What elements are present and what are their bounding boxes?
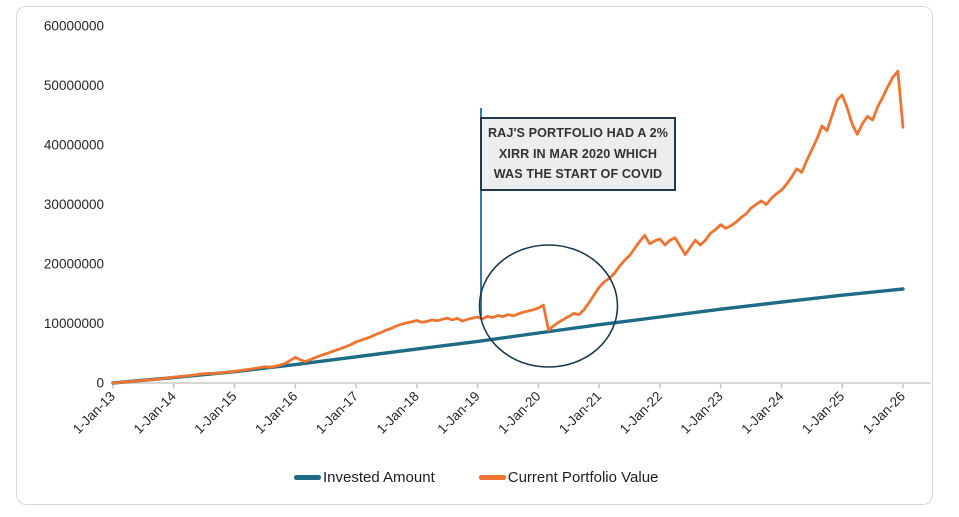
y-axis-tick-label: 10000000: [44, 316, 104, 331]
chart-card: [16, 6, 933, 505]
portfolio-line-swatch: [478, 475, 506, 480]
x-axis-tick-label: 1-Jan-17: [313, 389, 361, 437]
x-axis-tick-label: 1-Jan-15: [191, 389, 239, 437]
x-axis-tick-label: 1-Jan-25: [799, 389, 847, 437]
portfolio-legend-label: Current Portfolio Value: [507, 469, 659, 486]
invested-line-swatch: [294, 475, 321, 480]
y-axis-tick-label: 50000000: [44, 78, 104, 93]
x-axis-tick-label: 1-Jan-20: [495, 389, 543, 437]
x-axis-tick-label: 1-Jan-21: [556, 389, 604, 437]
x-axis-tick-label: 1-Jan-26: [860, 389, 908, 437]
axes-layer: 0 10000000 20000000 30000000 40000000 5000000…: [44, 19, 931, 437]
covid-annotation-box: RAJ'S PORTFOLIO HAD A 2% XIRR IN MAR 202…: [480, 117, 676, 191]
series-layer: [111, 69, 905, 385]
x-axis-tick-label: 1-Jan-14: [131, 388, 180, 437]
chart-legend: Invested Amount Current Portfolio Value: [294, 469, 658, 486]
annotation-line-1: RAJ'S PORTFOLIO HAD A 2%: [487, 126, 669, 140]
invested-amount-line: [111, 287, 905, 385]
y-axis-tick-label: 40000000: [44, 138, 104, 153]
y-axis-tick-label: 0: [96, 376, 104, 391]
x-axis-tick-label: 1-Jan-24: [738, 388, 787, 437]
x-axis-tick-label: 1-Jan-19: [434, 389, 482, 437]
legend-item-portfolio: Current Portfolio Value: [478, 469, 659, 486]
y-axis-tick-label: 20000000: [44, 257, 104, 272]
y-axis-tick-label: 60000000: [44, 19, 104, 34]
legend-item-invested: Invested Amount: [294, 469, 435, 486]
x-axis-tick-label: 1-Jan-22: [617, 389, 665, 437]
y-axis-tick-label: 30000000: [44, 197, 104, 212]
annotation-line-3: WAS THE START OF COVID: [493, 167, 663, 181]
invested-legend-label: Invested Amount: [323, 469, 435, 486]
annotation-line-2: XIRR IN MAR 2020 WHICH: [498, 146, 658, 161]
x-axis-tick-label: 1-Jan-13: [70, 389, 118, 437]
x-axis-tick-label: 1-Jan-23: [678, 389, 726, 437]
covid-dip-circle: [478, 244, 619, 368]
x-axis-tick-label: 1-Jan-18: [374, 389, 422, 437]
current-portfolio-value-line: [111, 69, 905, 385]
x-axis-tick-label: 1-Jan-16: [252, 389, 300, 437]
